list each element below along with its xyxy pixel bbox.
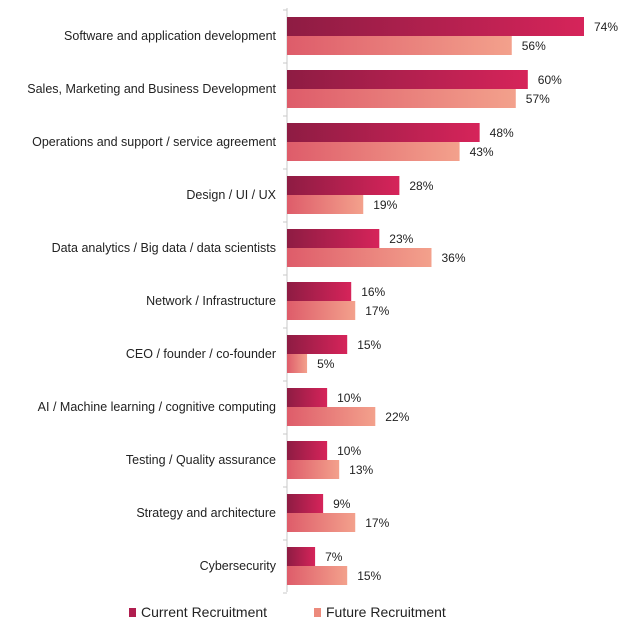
data-label: 10% [337, 444, 361, 458]
data-label: 7% [325, 550, 343, 564]
bar-future-recruitment [287, 566, 348, 585]
data-label: 5% [317, 357, 335, 371]
legend-swatch-future [314, 608, 321, 617]
bar-future-recruitment [287, 407, 376, 426]
bar-future-recruitment [287, 89, 516, 108]
data-label: 60% [538, 73, 562, 87]
bar-current-recruitment [287, 441, 328, 460]
chart-axis-layer [283, 8, 288, 594]
chart-bars-layer [287, 17, 584, 585]
bar-future-recruitment [287, 195, 364, 214]
bar-future-recruitment [287, 248, 432, 267]
bar-future-recruitment [287, 301, 356, 320]
category-label: Sales, Marketing and Business Developmen… [27, 82, 276, 96]
bar-current-recruitment [287, 176, 400, 195]
bar-current-recruitment [287, 547, 316, 566]
bar-future-recruitment [287, 460, 340, 479]
bar-current-recruitment [287, 123, 480, 142]
data-label: 43% [470, 145, 494, 159]
category-label: Design / UI / UX [186, 188, 276, 202]
bar-current-recruitment [287, 229, 380, 248]
data-label: 56% [522, 39, 546, 53]
category-label: Operations and support / service agreeme… [32, 135, 276, 149]
category-label: CEO / founder / co-founder [126, 347, 276, 361]
data-label: 23% [389, 232, 413, 246]
data-label: 22% [385, 410, 409, 424]
data-label: 16% [361, 285, 385, 299]
category-label: AI / Machine learning / cognitive comput… [38, 400, 276, 414]
data-label: 17% [365, 304, 389, 318]
bar-future-recruitment [287, 513, 356, 532]
category-label: Cybersecurity [200, 559, 277, 573]
bar-current-recruitment [287, 335, 348, 354]
data-label: 74% [594, 20, 618, 34]
bar-current-recruitment [287, 388, 328, 407]
data-label: 10% [337, 391, 361, 405]
data-label: 36% [441, 251, 465, 265]
data-label: 13% [349, 463, 373, 477]
bar-current-recruitment [287, 494, 324, 513]
data-label: 9% [333, 497, 351, 511]
legend-label-future: Future Recruitment [326, 604, 446, 620]
data-label: 17% [365, 516, 389, 530]
category-label: Strategy and architecture [136, 506, 276, 520]
legend-label-current: Current Recruitment [141, 604, 267, 620]
bar-current-recruitment [287, 17, 584, 36]
data-label: 19% [373, 198, 397, 212]
category-label: Testing / Quality assurance [126, 453, 276, 467]
data-label: 57% [526, 92, 550, 106]
bar-future-recruitment [287, 142, 460, 161]
bar-future-recruitment [287, 354, 308, 373]
data-label: 28% [409, 179, 433, 193]
chart-labels-layer: Software and application development 74% 5… [27, 20, 618, 583]
data-label: 15% [357, 338, 381, 352]
bar-current-recruitment [287, 70, 528, 89]
legend-swatch-current [129, 608, 136, 617]
category-label: Network / Infrastructure [146, 294, 276, 308]
chart-legend: Current Recruitment Future Recruitment [129, 604, 446, 620]
bar-current-recruitment [287, 282, 352, 301]
data-label: 15% [357, 569, 381, 583]
category-label: Software and application development [64, 29, 276, 43]
data-label: 48% [490, 126, 514, 140]
category-label: Data analytics / Big data / data scienti… [52, 241, 276, 255]
bar-future-recruitment [287, 36, 512, 55]
